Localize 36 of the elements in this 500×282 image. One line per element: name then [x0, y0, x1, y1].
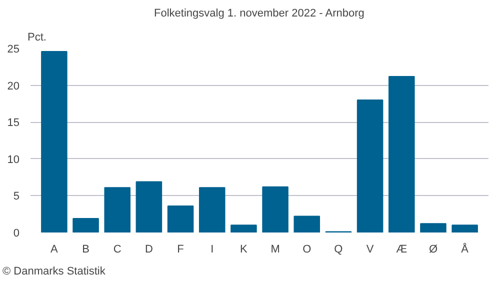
x-tick-label: K	[240, 244, 248, 256]
text: © Danmarks Statistik	[2, 266, 106, 278]
bar	[230, 224, 257, 232]
bar	[198, 187, 226, 232]
x-tick-label: B	[82, 244, 90, 256]
x-tick-label: Ø	[428, 244, 438, 256]
x-tick-label: C	[113, 244, 122, 256]
y-axis-title: Pct.	[28, 32, 46, 44]
bar	[41, 50, 68, 232]
x-tick-label: A	[50, 244, 59, 256]
x-tick-label: Æ	[396, 244, 408, 256]
y-tick-label: 20	[7, 80, 20, 92]
x-tick-label: D	[144, 244, 153, 256]
bar	[388, 76, 415, 232]
bar	[452, 224, 478, 232]
bar	[104, 187, 130, 232]
y-tick-label: 15	[7, 117, 20, 130]
x-tick-label: O	[302, 244, 312, 256]
bar	[262, 186, 288, 232]
bar	[420, 223, 446, 232]
x-tick-label: Å	[461, 242, 470, 256]
bar	[356, 100, 384, 232]
chart-title: Folketingsvalg 1. november 2022 - Arnborg	[154, 8, 364, 20]
x-tick-label: M	[270, 244, 280, 256]
bar	[72, 218, 99, 232]
x-tick-label: F	[177, 244, 184, 256]
x-tick-label: Q	[334, 244, 344, 256]
y-tick-label: 0	[13, 228, 20, 240]
y-tick-label: 10	[7, 154, 20, 166]
bar	[294, 216, 320, 232]
y-tick-label: 5	[13, 190, 20, 203]
bar	[136, 181, 162, 232]
x-tick-label: I	[210, 244, 214, 256]
bar	[167, 206, 194, 232]
y-tick-label: 25	[7, 44, 20, 56]
x-tick-label: V	[366, 244, 374, 256]
